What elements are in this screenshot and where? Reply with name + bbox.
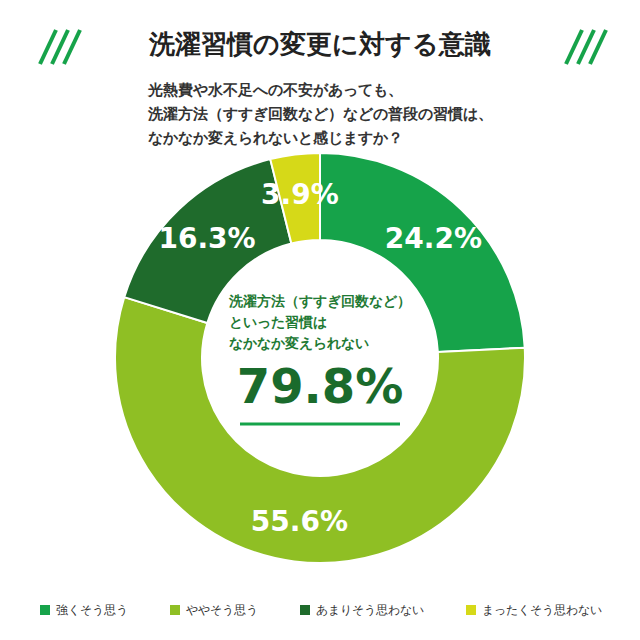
svg-text:強くそう思う: 強くそう思う xyxy=(56,603,128,617)
svg-text:79.8%: 79.8% xyxy=(237,358,404,414)
svg-text:洗濯方法（すすぎ回数など）: 洗濯方法（すすぎ回数など） xyxy=(228,293,411,309)
svg-text:あまりそう思わない: あまりそう思わない xyxy=(316,603,424,617)
svg-text:洗濯習慣の変更に対する意識: 洗濯習慣の変更に対する意識 xyxy=(148,29,491,59)
svg-text:16.3%: 16.3% xyxy=(158,222,255,255)
svg-text:なかなか変えられない: なかなか変えられない xyxy=(229,335,369,351)
svg-text:3.9%: 3.9% xyxy=(261,178,339,211)
svg-text:24.2%: 24.2% xyxy=(385,222,482,255)
svg-text:まったくそう思わない: まったくそう思わない xyxy=(482,603,602,617)
svg-text:といった習慣は: といった習慣は xyxy=(229,314,327,330)
svg-text:洗濯方法（すすぎ回数など）などの普段の習慣は、: 洗濯方法（すすぎ回数など）などの普段の習慣は、 xyxy=(147,105,493,123)
svg-text:光熱費や水不足への不安があっても、: 光熱費や水不足への不安があっても、 xyxy=(147,81,403,99)
svg-text:ややそう思う: ややそう思う xyxy=(186,603,258,617)
svg-text:なかなか変えられないと感じますか？: なかなか変えられないと感じますか？ xyxy=(148,129,403,147)
svg-text:55.6%: 55.6% xyxy=(251,505,348,538)
